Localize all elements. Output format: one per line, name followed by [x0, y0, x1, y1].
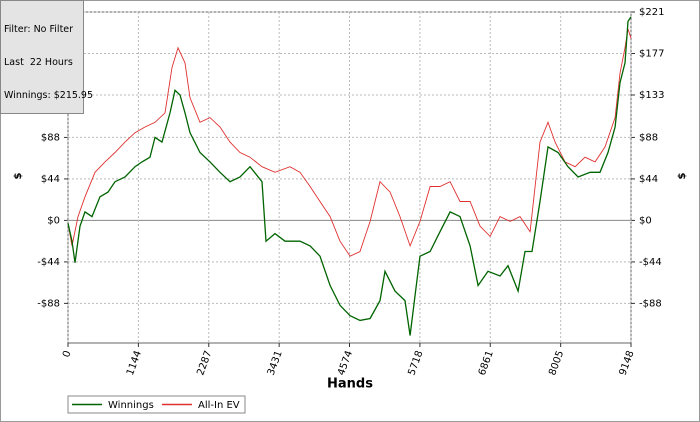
y-tick-label: $133: [639, 90, 664, 101]
legend: [67, 395, 246, 414]
x-tick-label: 8005: [547, 349, 566, 377]
y-tick-label: $177: [639, 48, 664, 59]
x-tick-label: 9148: [618, 349, 637, 377]
x-tick-label: 5718: [407, 349, 426, 377]
y-tick-label: -$44: [639, 257, 662, 268]
y-tick-label: -$88: [639, 298, 662, 309]
x-tick-label: 2287: [195, 349, 214, 377]
y-tick-label: $0: [47, 215, 60, 226]
x-tick-label: 6861: [477, 349, 496, 377]
y-tick-label: -$44: [37, 257, 60, 268]
y-tick-label: $44: [41, 174, 60, 185]
series-line: [67, 16, 632, 336]
y-axis-label: $: [13, 172, 24, 179]
x-tick-label: 3431: [266, 349, 285, 377]
legend-label: All-In EV: [198, 400, 240, 411]
x-tick-label: 1144: [125, 349, 144, 377]
y-axis-label: $: [677, 172, 688, 179]
x-tick-label: 4574: [336, 349, 355, 377]
y-tick-label: $88: [639, 132, 658, 143]
info-box: Filter: No Filter Last 22 Hours Winnings…: [0, 0, 94, 114]
y-tick-label: $221: [639, 7, 664, 18]
y-tick-label: -$88: [37, 298, 60, 309]
y-tick-label: $88: [41, 132, 60, 143]
y-tick-label: $44: [639, 174, 658, 185]
info-line: Winnings: $215.95: [4, 90, 94, 101]
info-line: Filter: No Filter: [4, 24, 74, 35]
x-axis-label: Hands: [327, 377, 373, 392]
info-line: Last 22 Hours: [4, 57, 73, 68]
legend-label: Winnings: [108, 400, 154, 411]
y-tick-label: $0: [639, 215, 652, 226]
series-line: [67, 28, 632, 257]
x-tick-label: 0: [61, 349, 74, 359]
